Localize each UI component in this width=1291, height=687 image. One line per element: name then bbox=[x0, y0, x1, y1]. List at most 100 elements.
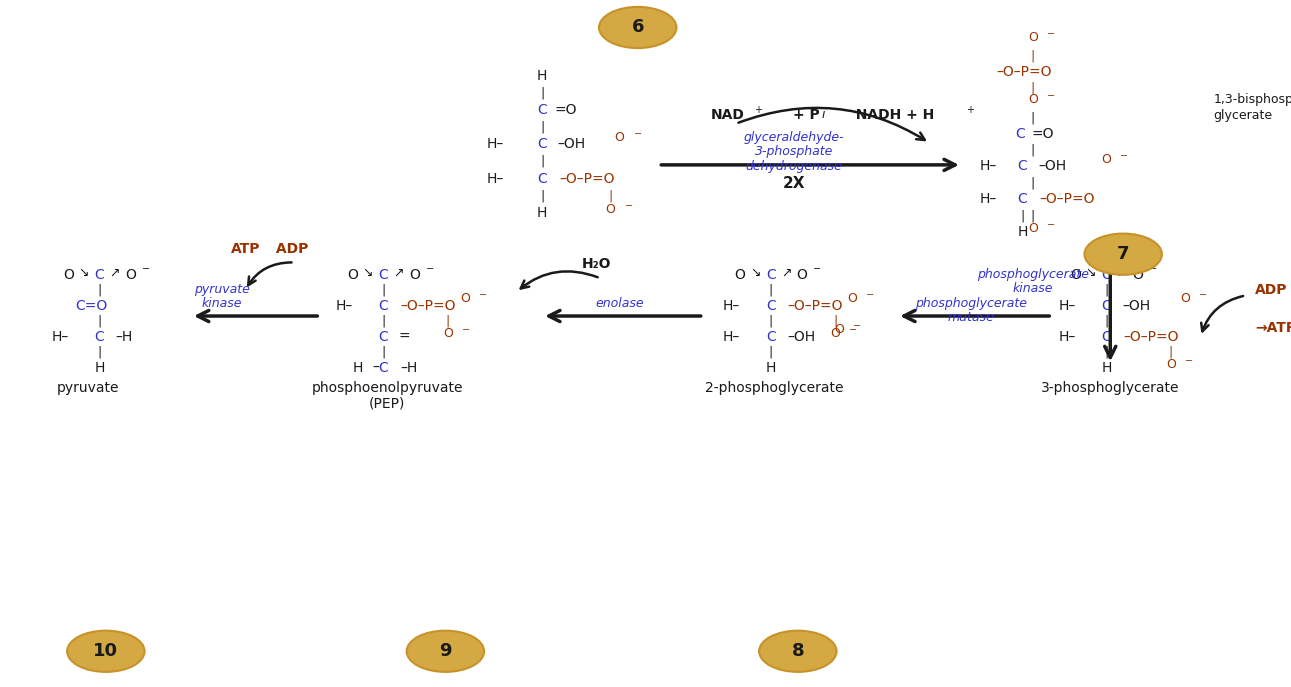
Text: −: − bbox=[866, 291, 874, 300]
Text: H: H bbox=[537, 206, 547, 220]
Text: ↘: ↘ bbox=[363, 267, 373, 279]
Text: C: C bbox=[1101, 299, 1112, 313]
Text: −: − bbox=[1149, 264, 1157, 274]
Text: mutase: mutase bbox=[948, 311, 994, 324]
Text: C: C bbox=[1101, 268, 1112, 282]
Text: 1,3-bisphospho-: 1,3-bisphospho- bbox=[1214, 93, 1291, 106]
Text: O: O bbox=[1180, 293, 1190, 305]
Text: |: | bbox=[1168, 346, 1174, 359]
Text: C: C bbox=[378, 330, 389, 344]
Text: |: | bbox=[608, 190, 613, 202]
Text: −: − bbox=[1047, 221, 1055, 230]
Circle shape bbox=[67, 631, 145, 672]
Text: O: O bbox=[735, 268, 745, 282]
Text: H–: H– bbox=[487, 137, 503, 151]
Text: i: i bbox=[821, 109, 825, 121]
Text: + P: + P bbox=[793, 108, 820, 122]
Text: H–: H– bbox=[980, 159, 997, 173]
Text: =O: =O bbox=[554, 103, 577, 117]
Text: O: O bbox=[615, 131, 625, 144]
Text: dehydrogenase: dehydrogenase bbox=[745, 160, 843, 172]
Text: C: C bbox=[378, 299, 389, 313]
Text: O: O bbox=[1132, 268, 1143, 282]
Text: C: C bbox=[94, 330, 105, 344]
Text: O: O bbox=[605, 203, 616, 216]
Text: 3-phosphoglycerate: 3-phosphoglycerate bbox=[1041, 381, 1180, 395]
Text: C: C bbox=[378, 268, 389, 282]
Text: pyruvate: pyruvate bbox=[57, 381, 119, 395]
Text: |: | bbox=[540, 121, 545, 133]
Text: ↗: ↗ bbox=[1117, 267, 1127, 279]
Text: –O–P=O: –O–P=O bbox=[559, 172, 615, 185]
Text: |: | bbox=[97, 284, 102, 296]
Text: |: | bbox=[1104, 284, 1109, 296]
Circle shape bbox=[759, 631, 837, 672]
Text: −: − bbox=[426, 264, 434, 274]
Text: C: C bbox=[1017, 159, 1028, 173]
Text: –: – bbox=[372, 361, 380, 375]
Text: 9: 9 bbox=[439, 642, 452, 660]
Text: |: | bbox=[1030, 177, 1035, 189]
Text: H–: H– bbox=[1059, 299, 1075, 313]
Text: |: | bbox=[381, 284, 386, 296]
Text: −: − bbox=[1121, 151, 1128, 161]
Text: |: | bbox=[768, 284, 773, 296]
Text: H: H bbox=[352, 361, 363, 375]
Text: 7: 7 bbox=[1117, 245, 1130, 263]
Text: 10: 10 bbox=[93, 642, 119, 660]
Text: –O–P=O: –O–P=O bbox=[400, 299, 456, 313]
Text: O: O bbox=[797, 268, 807, 282]
Text: ↗: ↗ bbox=[394, 267, 404, 279]
Text: 2X: 2X bbox=[782, 176, 806, 191]
Text: ADP: ADP bbox=[1255, 283, 1287, 297]
Text: –OH: –OH bbox=[788, 330, 816, 344]
Text: |: | bbox=[1104, 346, 1109, 359]
Text: |: | bbox=[1020, 210, 1025, 222]
Text: O: O bbox=[1028, 93, 1038, 106]
Text: −: − bbox=[462, 325, 470, 335]
Text: O: O bbox=[1028, 32, 1038, 44]
Text: H–: H– bbox=[1059, 330, 1075, 344]
Text: |: | bbox=[768, 315, 773, 327]
Text: −: − bbox=[625, 201, 633, 211]
Text: phosphoglycerate: phosphoglycerate bbox=[977, 269, 1088, 281]
Text: H–: H– bbox=[336, 299, 352, 313]
Text: O: O bbox=[347, 268, 358, 282]
Text: H–: H– bbox=[723, 330, 740, 344]
Text: C: C bbox=[94, 268, 105, 282]
Text: C: C bbox=[766, 268, 776, 282]
Text: |: | bbox=[540, 190, 545, 202]
Text: NAD: NAD bbox=[711, 108, 745, 122]
Text: –O–P=O: –O–P=O bbox=[788, 299, 843, 313]
Text: +: + bbox=[754, 105, 762, 115]
Text: |: | bbox=[445, 315, 451, 327]
Text: C: C bbox=[766, 299, 776, 313]
Text: −: − bbox=[1047, 91, 1055, 101]
Text: (PEP): (PEP) bbox=[369, 397, 405, 411]
Text: 8: 8 bbox=[791, 642, 804, 660]
Text: |: | bbox=[1030, 210, 1035, 222]
Text: ADP: ADP bbox=[271, 242, 309, 256]
Text: O: O bbox=[830, 327, 840, 339]
Text: |: | bbox=[833, 315, 838, 327]
Text: H–: H– bbox=[52, 330, 68, 344]
Text: |: | bbox=[1030, 144, 1035, 156]
Text: –OH: –OH bbox=[1038, 159, 1066, 173]
Text: glycerate: glycerate bbox=[1214, 109, 1273, 122]
Text: O: O bbox=[460, 293, 470, 305]
Text: C=O: C=O bbox=[76, 299, 107, 313]
Text: H: H bbox=[537, 69, 547, 82]
Text: O: O bbox=[1101, 153, 1112, 166]
Text: –OH: –OH bbox=[1122, 299, 1150, 313]
Text: phosphoenolpyruvate: phosphoenolpyruvate bbox=[311, 381, 463, 395]
Circle shape bbox=[407, 631, 484, 672]
Text: –OH: –OH bbox=[558, 137, 586, 151]
Text: |: | bbox=[1104, 315, 1109, 327]
Text: O: O bbox=[1166, 359, 1176, 371]
Text: C: C bbox=[1015, 127, 1025, 141]
Text: |: | bbox=[381, 346, 386, 359]
Text: C: C bbox=[378, 361, 389, 375]
Text: −: − bbox=[1199, 291, 1207, 300]
Text: pyruvate: pyruvate bbox=[194, 284, 250, 296]
Text: O: O bbox=[834, 324, 844, 336]
